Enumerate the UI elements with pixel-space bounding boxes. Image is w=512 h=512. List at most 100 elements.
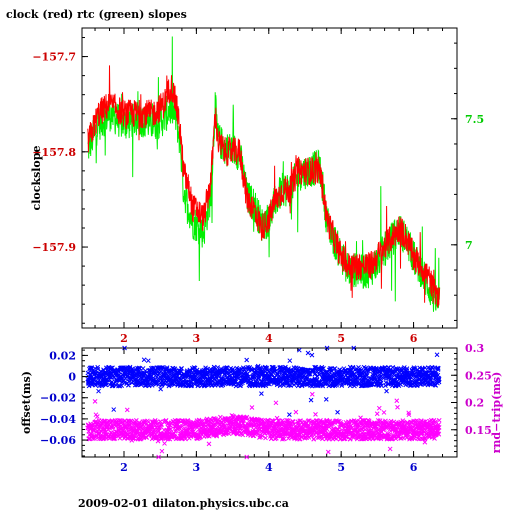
offset-scatter-point [122,345,127,351]
offset-scatter-point [402,365,407,370]
top-ylabel: clockslope [30,146,43,211]
rndtrip-scatter-point [291,422,297,427]
offset-scatter-point [101,367,106,373]
rndtrip-scatter-point [156,454,161,460]
rndtrip-scatter-point [374,421,379,427]
offset-scatter-point [384,388,389,394]
rndtrip-scatter-point [249,405,255,410]
offset-scatter-point [321,366,326,371]
top-x-xtick-label: 5 [337,332,345,345]
rndtrip-scatter-point [127,422,132,428]
bottom-y-right-tick-label: 0.15 [465,424,492,437]
offset-scatter-point [234,365,240,371]
offset-scatter-point [378,377,383,382]
rndtrip-scatter-point [213,416,218,422]
offset-scatter-point [295,368,300,374]
rndtrip-scatter-point [162,441,167,446]
rndtrip-scatter-point [436,431,442,437]
bottom-y-left-tick-label: −0.02 [40,392,76,405]
top-y-left-tick-label: −157.7 [32,51,76,64]
offset-scatter-point [111,407,117,412]
bottom-y2label: rnd−trip(ms) [490,372,503,454]
rndtrip-scatter-point [222,423,228,428]
rndtrip-scatter-point [311,436,317,442]
offset-scatter-point [339,383,345,389]
clock-series-line [87,65,441,308]
offset-scatter-point [230,366,236,372]
offset-scatter-point [436,379,442,385]
bottom-y-right-tick-label: 0.2 [465,397,484,410]
top-x-xtick-label: 3 [193,332,201,345]
offset-scatter-point [435,367,441,373]
offset-scatter-point [308,397,314,403]
rndtrip-scatter-point [313,418,319,423]
offset-scatter-point [327,366,333,371]
offset-scatter-point [197,379,202,385]
offset-scatter-point [141,357,147,363]
offset-scatter-point [287,358,293,364]
rndtrip-scatter-point [218,414,223,420]
offset-scatter-point [96,388,101,394]
offset-scatter-point [305,350,311,356]
bottom-x-xtick-label: 4 [265,461,273,474]
bottom-ylabel: offset(ms) [20,371,33,434]
rndtrip-scatter-point [226,431,232,437]
offset-scatter-point [158,375,164,381]
rndtrip-scatter-point [293,409,299,415]
offset-scatter-point [385,381,391,387]
footer-text: 2009-02-01 dilaton.physics.ubc.ca [78,497,289,510]
rndtrip-scatter-point [91,427,97,433]
offset-scatter-point [167,382,172,388]
top-y-left-tick-label: −157.8 [32,146,76,159]
top-x-xtick-label: 2 [120,332,128,345]
offset-scatter-point [390,364,396,370]
bottom-y-right-tick-label: 0.3 [465,342,484,355]
offset-scatter-point [411,366,417,372]
offset-scatter-point [365,368,371,374]
bottom-x-xtick-label: 2 [120,461,128,474]
offset-scatter-point [244,357,250,363]
rndtrip-scatter-point [347,436,353,442]
rndtrip-scatter-point [418,418,424,423]
rndtrip-scatter-point [313,411,318,417]
offset-scatter-point [305,375,310,381]
rndtrip-scatter-point [352,427,358,433]
rndtrip-scatter-point [378,436,384,442]
rndtrip-scatter-point [343,434,349,440]
offset-scatter-point [89,365,94,370]
rndtrip-scatter-point [374,411,380,417]
rndtrip-scatter-point [159,448,165,454]
rndtrip-scatter-point [274,415,280,421]
rndtrip-scatter-point [197,434,203,440]
offset-scatter-point [126,382,131,388]
rndtrip-scatter-point [211,422,217,427]
top-x-xtick-label: 6 [410,332,418,345]
offset-scatter-point [95,364,101,370]
rndtrip-scatter-point [422,439,428,445]
rndtrip-scatter-point [395,404,400,410]
rndtrip-scatter-point [94,414,100,419]
rtc-series-line [87,36,441,312]
rndtrip-scatter-point [232,427,238,433]
rndtrip-scatter-point [101,418,107,424]
offset-scatter-point [172,366,178,372]
offset-scatter-point [309,352,315,358]
offset-scatter-point [218,376,224,382]
bottom-y-left-tick-label: −0.06 [40,434,76,447]
rndtrip-scatter-point [357,427,363,433]
offset-scatter-point [335,409,340,415]
rndtrip-scatter-point [436,425,442,430]
rndtrip-scatter-point [273,400,279,406]
top-y-right-tick-label: 7 [465,239,473,252]
rndtrip-scatter-point [206,441,212,447]
bottom-x-xtick-label: 6 [410,461,418,474]
offset-scatter-point [158,386,164,392]
rndtrip-scatter-point [309,391,315,397]
rndtrip-scatter [85,391,442,460]
offset-scatter-point [295,383,301,389]
rndtrip-scatter-point [173,436,179,442]
top-plot-frame [81,27,458,329]
top-x-xtick-label: 4 [265,332,273,345]
offset-scatter-point [145,358,151,364]
